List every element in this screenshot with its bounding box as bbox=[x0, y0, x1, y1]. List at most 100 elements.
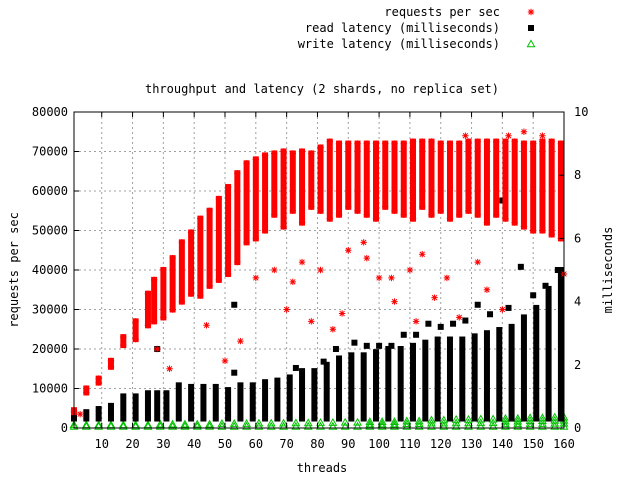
requests-per-sec-point bbox=[187, 229, 195, 236]
requests-per-sec-band bbox=[548, 138, 555, 238]
requests-per-sec-band bbox=[530, 140, 537, 234]
read-latency-point bbox=[320, 358, 327, 365]
write-latency-point bbox=[414, 419, 424, 428]
requests-per-sec-point bbox=[354, 207, 361, 214]
requests-per-sec-point bbox=[419, 251, 426, 258]
requests-per-sec-point bbox=[372, 215, 380, 222]
read-latency-point bbox=[231, 369, 238, 376]
requests-per-sec-point bbox=[345, 140, 352, 147]
x-axis-label: threads bbox=[297, 461, 348, 475]
write-latency-point bbox=[550, 412, 560, 421]
read-latency-band bbox=[144, 390, 151, 422]
requests-per-sec-point bbox=[150, 276, 158, 284]
requests-per-sec-band bbox=[188, 229, 195, 297]
y-tick-label: 10000 bbox=[32, 382, 68, 396]
requests-per-sec-point bbox=[107, 363, 115, 370]
requests-per-sec-point bbox=[520, 128, 528, 135]
requests-per-sec-band bbox=[437, 140, 444, 214]
requests-per-sec-point bbox=[511, 219, 518, 226]
requests-per-sec-point bbox=[409, 215, 417, 222]
x-tick-label: 140 bbox=[492, 437, 514, 451]
requests-per-sec-band bbox=[446, 140, 453, 222]
x-tick-label: 90 bbox=[341, 437, 355, 451]
read-latency-band bbox=[299, 368, 306, 422]
requests-per-sec-band bbox=[132, 318, 139, 343]
y2-tick-label: 8 bbox=[574, 168, 581, 182]
read-latency-band bbox=[496, 327, 503, 422]
chart-title: throughput and latency (2 shards, no rep… bbox=[145, 82, 499, 96]
requests-per-sec-point bbox=[154, 345, 161, 353]
write-latency-point bbox=[390, 421, 399, 430]
requests-per-sec-point bbox=[234, 258, 241, 266]
series-write-latency bbox=[69, 412, 569, 430]
write-latency-point bbox=[451, 414, 461, 423]
requests-per-sec-band bbox=[456, 140, 463, 218]
x-tick-label: 130 bbox=[461, 437, 483, 451]
read-latency-band bbox=[336, 355, 343, 422]
x-tick-label: 110 bbox=[399, 437, 421, 451]
requests-per-sec-band bbox=[511, 138, 518, 226]
requests-per-sec-point bbox=[360, 239, 367, 246]
write-latency-point bbox=[513, 413, 523, 422]
write-latency-point bbox=[439, 415, 449, 424]
requests-per-sec-point bbox=[298, 258, 306, 266]
requests-per-sec-point bbox=[363, 254, 370, 262]
write-latency-point bbox=[106, 420, 116, 429]
write-latency-point bbox=[513, 419, 523, 428]
read-latency-band bbox=[323, 361, 330, 422]
requests-per-sec-band bbox=[215, 195, 222, 283]
requests-per-sec-point bbox=[271, 150, 278, 157]
requests-per-sec-point bbox=[160, 314, 167, 321]
legend-marker-read bbox=[528, 25, 534, 31]
requests-per-sec-point bbox=[169, 254, 176, 262]
legend-marker-read-latency bbox=[528, 25, 534, 31]
write-latency-point bbox=[155, 421, 165, 430]
requests-per-sec-point bbox=[271, 266, 278, 274]
requests-per-sec-point bbox=[474, 258, 481, 266]
write-latency-point bbox=[353, 421, 362, 430]
requests-per-sec-point bbox=[234, 170, 241, 177]
x-tick-label: 30 bbox=[156, 437, 170, 451]
requests-per-sec-point bbox=[95, 375, 102, 382]
requests-per-sec-band bbox=[243, 160, 250, 246]
requests-per-sec-point bbox=[178, 239, 186, 246]
write-latency-point bbox=[525, 413, 535, 422]
read-latency-point bbox=[413, 331, 420, 338]
read-latency-band bbox=[154, 390, 161, 422]
requests-per-sec-band bbox=[160, 267, 167, 321]
requests-per-sec-point bbox=[221, 357, 229, 365]
requests-per-sec-point bbox=[400, 211, 407, 218]
requests-per-sec-point bbox=[456, 314, 463, 321]
requests-per-sec-point bbox=[446, 140, 454, 147]
requests-per-sec-band bbox=[557, 140, 564, 242]
y-tick-label: 30000 bbox=[32, 303, 68, 317]
legend-label-requests: requests per sec bbox=[384, 5, 500, 19]
write-latency-point bbox=[537, 413, 547, 422]
requests-per-sec-point bbox=[261, 152, 269, 159]
requests-per-sec-point bbox=[388, 274, 395, 282]
x-tick-label: 60 bbox=[249, 437, 263, 451]
requests-per-sec-point bbox=[391, 298, 398, 305]
requests-per-sec-point bbox=[345, 247, 352, 254]
requests-per-sec-point bbox=[144, 290, 152, 297]
read-latency-point bbox=[474, 301, 481, 308]
write-latency-point bbox=[500, 421, 510, 430]
write-latency-point bbox=[118, 421, 128, 430]
read-latency-band bbox=[434, 336, 441, 422]
write-latency-point bbox=[340, 421, 350, 430]
read-latency-band bbox=[483, 330, 490, 422]
requests-per-sec-point bbox=[197, 215, 204, 222]
read-latency-band bbox=[225, 387, 232, 422]
requests-per-sec-point bbox=[308, 150, 315, 157]
write-latency-point bbox=[106, 421, 116, 430]
requests-per-sec-point bbox=[132, 335, 139, 343]
requests-per-sec-band bbox=[252, 156, 259, 242]
requests-per-sec-point bbox=[382, 203, 389, 210]
write-latency-point bbox=[500, 416, 510, 425]
legend-marker-write bbox=[526, 39, 536, 48]
requests-per-sec-point bbox=[132, 318, 139, 325]
read-latency-band bbox=[385, 346, 392, 422]
requests-per-sec-point bbox=[483, 138, 491, 145]
read-latency-point bbox=[351, 339, 358, 346]
read-latency-point bbox=[400, 331, 407, 338]
